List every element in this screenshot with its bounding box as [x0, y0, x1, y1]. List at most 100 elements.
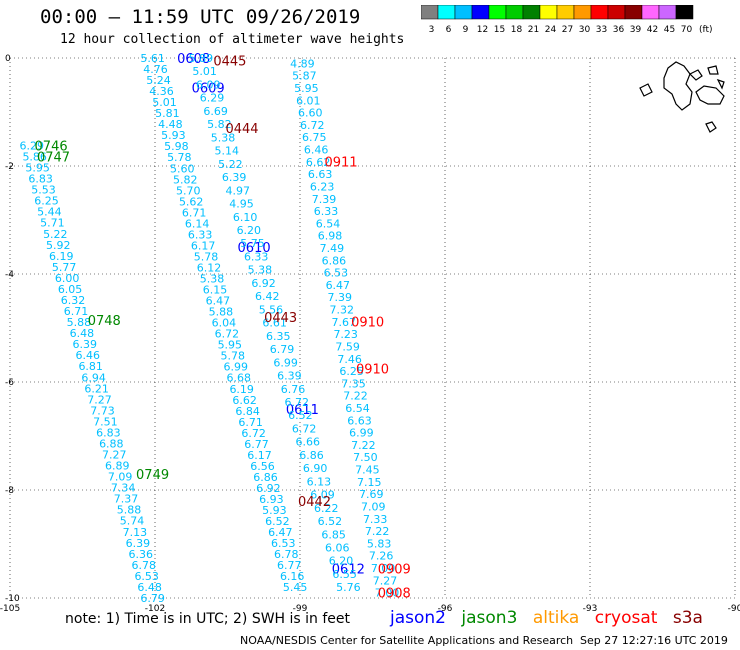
swh-value-label: 6.52 — [265, 515, 290, 528]
wave-height-color-scale: 3 6 9 12 15 18 21 24 27 30 33 36 39 42 45 70 (ft) — [421, 5, 713, 35]
swh-value-label: 4.89 — [290, 57, 315, 70]
swh-value-label: 6.17 — [191, 239, 216, 252]
time-label-jason3: 0749 — [136, 468, 169, 483]
swh-value-label: 6.72 — [292, 422, 317, 435]
swh-value-label: 5.61 — [140, 52, 165, 65]
swh-value-label: 6.21 — [84, 382, 109, 395]
y-tick-label: -8 — [5, 486, 14, 496]
swh-value-label: 7.50 — [353, 451, 378, 464]
swh-value-label: 5.98 — [164, 140, 189, 153]
swh-value-label: 6.47 — [268, 526, 293, 539]
swh-value-label: 6.93 — [259, 493, 284, 506]
swh-value-label: 7.37 — [114, 493, 139, 506]
swh-value-label: 5.83 — [367, 537, 392, 550]
swh-value-label: 6.04 — [212, 317, 237, 330]
swh-value-label: 5.22 — [218, 158, 243, 171]
scale-tick-label: 42 — [647, 25, 658, 35]
swh-value-label: 6.72 — [284, 396, 309, 409]
swh-value-label: 6.84 — [235, 405, 260, 418]
swh-value-label: 6.62 — [306, 156, 331, 169]
swh-value-label: 6.05 — [58, 283, 83, 296]
swh-value-label: 6.25 — [339, 365, 364, 378]
swh-value-label: 4.76 — [143, 63, 168, 76]
scale-tick-label: 70 — [681, 25, 693, 35]
scale-tick-label: 21 — [528, 25, 539, 35]
time-label-s3a: 0444 — [225, 122, 258, 137]
scale-tick-label: 30 — [579, 25, 591, 35]
swh-value-label: 6.98 — [318, 230, 343, 243]
time-label-jason3: 0748 — [88, 314, 121, 329]
track-s3a: 5.895.016.096.296.695.825.385.145.226.39… — [189, 52, 361, 594]
swh-value-label: 5.95 — [218, 339, 243, 352]
y-tick-label: -4 — [5, 270, 14, 280]
galapagos-coastline — [639, 61, 725, 133]
swh-value-label: 6.19 — [229, 383, 254, 396]
scale-tick-label: 45 — [664, 25, 675, 35]
swh-value-label: 5.78 — [194, 250, 219, 263]
swh-value-label: 6.54 — [345, 402, 370, 415]
swh-value-label: 7.67 — [331, 316, 356, 329]
swh-value-label: 6.90 — [303, 462, 328, 475]
swh-value-label: 6.22 — [314, 502, 339, 515]
time-label-jason2: 0609 — [192, 82, 225, 97]
swh-value-label: 5.70 — [176, 184, 201, 197]
swh-value-label: 7.09 — [361, 500, 386, 513]
swh-value-label: 5.62 — [179, 195, 204, 208]
legend-jason2: jason2 — [390, 608, 446, 628]
time-label-cryosat: 0910 — [351, 316, 384, 331]
swh-value-label: 5.24 — [146, 74, 171, 87]
swh-value-label: 6.15 — [203, 284, 228, 297]
swh-value-label: 6.69 — [203, 105, 228, 118]
swh-value-label: 5.14 — [214, 145, 239, 158]
swh-value-label: 6.79 — [140, 592, 165, 605]
swh-value-label: 6.29 — [20, 139, 45, 152]
swh-value-label: 6.25 — [34, 195, 59, 208]
swh-value-label: 5.01 — [192, 65, 217, 78]
swh-value-label: 6.92 — [256, 482, 281, 495]
swh-value-label: 5.88 — [209, 306, 234, 319]
swh-value-label: 6.83 — [96, 426, 121, 439]
swh-value-label: 7.13 — [123, 526, 148, 539]
swh-value-label: 7.26 — [369, 550, 394, 563]
x-tick-label: -93 — [583, 604, 598, 614]
swh-value-label: 6.52 — [318, 515, 343, 528]
credit-line: NOAA/NESDIS Center for Satellite Applica… — [240, 634, 574, 647]
swh-value-label: 6.06 — [325, 542, 350, 555]
time-label-cryosat: 0910 — [356, 363, 389, 378]
scale-tick-label: 39 — [630, 25, 642, 35]
swh-value-label: 5.38 — [200, 273, 225, 286]
swh-value-label: 5.38 — [248, 264, 273, 277]
swh-value-label: 6.52 — [288, 409, 313, 422]
swh-value-label: 5.44 — [37, 206, 62, 219]
track-cryosat: 4.895.875.956.016.606.726.756.466.626.63… — [290, 57, 411, 601]
time-label-jason3: 0746 — [35, 139, 68, 154]
scale-tick-label: 27 — [562, 25, 573, 35]
swh-value-label: 5.88 — [117, 504, 142, 517]
generated-timestamp: Sep 27 12:27:16 UTC 2019 — [580, 634, 728, 647]
swh-value-label: 4.95 — [229, 198, 254, 211]
time-label-s3a: 0443 — [264, 311, 297, 326]
swh-value-label: 6.81 — [78, 360, 103, 373]
swh-value-label: 5.75 — [240, 237, 265, 250]
scale-unit-label: (ft) — [699, 25, 713, 35]
swh-value-label: 5.82 — [207, 118, 232, 131]
swh-value-label: 7.27 — [87, 393, 112, 406]
swh-value-label: 7.46 — [337, 353, 362, 366]
swh-value-label: 5.71 — [40, 217, 65, 230]
swh-value-label: 6.60 — [298, 107, 323, 120]
swh-value-label: 7.27 — [373, 574, 398, 587]
swh-value-label: 7.22 — [343, 390, 368, 403]
swh-value-label: 6.39 — [73, 338, 98, 351]
swh-value-label: 4.97 — [226, 184, 251, 197]
time-label-jason3: 0747 — [37, 150, 70, 165]
legend-cryosat: cryosat — [594, 608, 658, 628]
track-jason2: 5.614.765.244.365.015.814.485.935.985.78… — [140, 52, 365, 594]
swh-value-label: 6.13 — [307, 475, 332, 488]
scale-tick-label: 9 — [463, 25, 469, 35]
scale-tick-label: 18 — [511, 25, 523, 35]
satellite-legend: jason2 jason3 altika cryosat s3a — [390, 608, 713, 628]
swh-value-label: 6.68 — [226, 372, 251, 385]
swh-value-label: 7.59 — [335, 340, 360, 353]
swh-value-label: 7.49 — [320, 242, 345, 255]
swh-value-label: 6.86 — [253, 471, 278, 484]
